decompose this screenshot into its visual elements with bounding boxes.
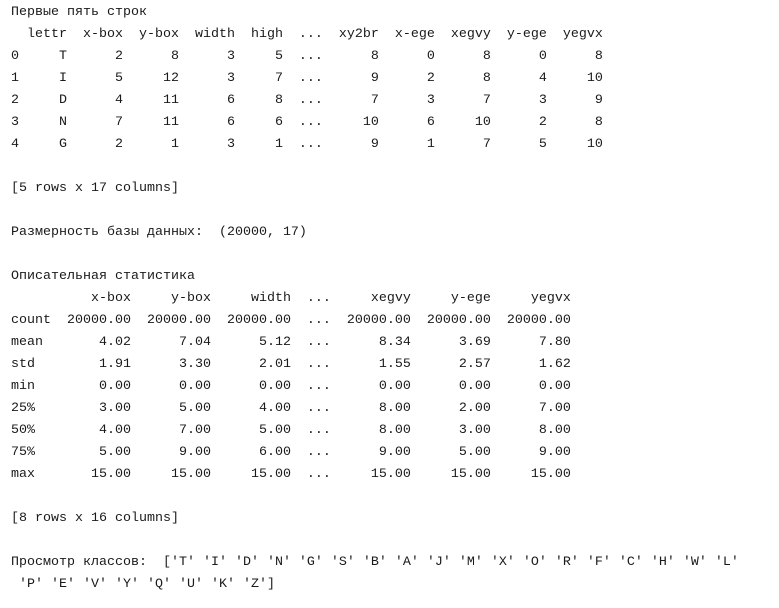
table-row: max 15.00 15.00 15.00 ... 15.00 15.00 15… xyxy=(11,467,571,482)
table-row: 3 N 7 11 6 6 ... 10 6 10 2 8 xyxy=(11,115,603,130)
table-row: 25% 3.00 5.00 4.00 ... 8.00 2.00 7.00 xyxy=(11,401,571,416)
table-footer: [8 rows x 16 columns] xyxy=(11,511,179,526)
table-row: mean 4.02 7.04 5.12 ... 8.34 3.69 7.80 xyxy=(11,335,571,350)
section-title: Описательная статистика xyxy=(11,269,195,284)
classes-line: 'P' 'E' 'V' 'Y' 'Q' 'U' 'K' 'Z'] xyxy=(11,577,275,592)
table-row: 1 I 5 12 3 7 ... 9 2 8 4 10 xyxy=(11,71,603,86)
table-header: lettr x-box y-box width high ... xy2br x… xyxy=(11,27,603,42)
table-row: std 1.91 3.30 2.01 ... 1.55 2.57 1.62 xyxy=(11,357,571,372)
table-row: 4 G 2 1 3 1 ... 9 1 7 5 10 xyxy=(11,137,603,152)
output-block: Просмотр классов: ['T' 'I' 'D' 'N' 'G' '… xyxy=(11,552,779,596)
table-row: 2 D 4 11 6 8 ... 7 3 7 3 9 xyxy=(11,93,603,108)
table-header: x-box y-box width ... xegvy y-ege yegvx xyxy=(11,291,571,306)
output-block: Размерность базы данных: (20000, 17) xyxy=(11,222,779,244)
classes-line: Просмотр классов: ['T' 'I' 'D' 'N' 'G' '… xyxy=(11,555,739,570)
table-row: min 0.00 0.00 0.00 ... 0.00 0.00 0.00 xyxy=(11,379,571,394)
shape-line: Размерность базы данных: (20000, 17) xyxy=(11,225,307,240)
section-title: Первые пять строк xyxy=(11,5,147,20)
output-block: [8 rows x 16 columns] xyxy=(11,508,779,530)
table-row: 50% 4.00 7.00 5.00 ... 8.00 3.00 8.00 xyxy=(11,423,571,438)
table-row: 75% 5.00 9.00 6.00 ... 9.00 5.00 9.00 xyxy=(11,445,571,460)
output-block: [5 rows x 17 columns] xyxy=(11,178,779,200)
table-footer: [5 rows x 17 columns] xyxy=(11,181,179,196)
output-block: Описательная статистика x-box y-box widt… xyxy=(11,266,779,486)
table-row: 0 T 2 8 3 5 ... 8 0 8 0 8 xyxy=(11,49,603,64)
output-block: Первые пять строк lettr x-box y-box widt… xyxy=(11,2,779,156)
table-row: count 20000.00 20000.00 20000.00 ... 200… xyxy=(11,313,571,328)
